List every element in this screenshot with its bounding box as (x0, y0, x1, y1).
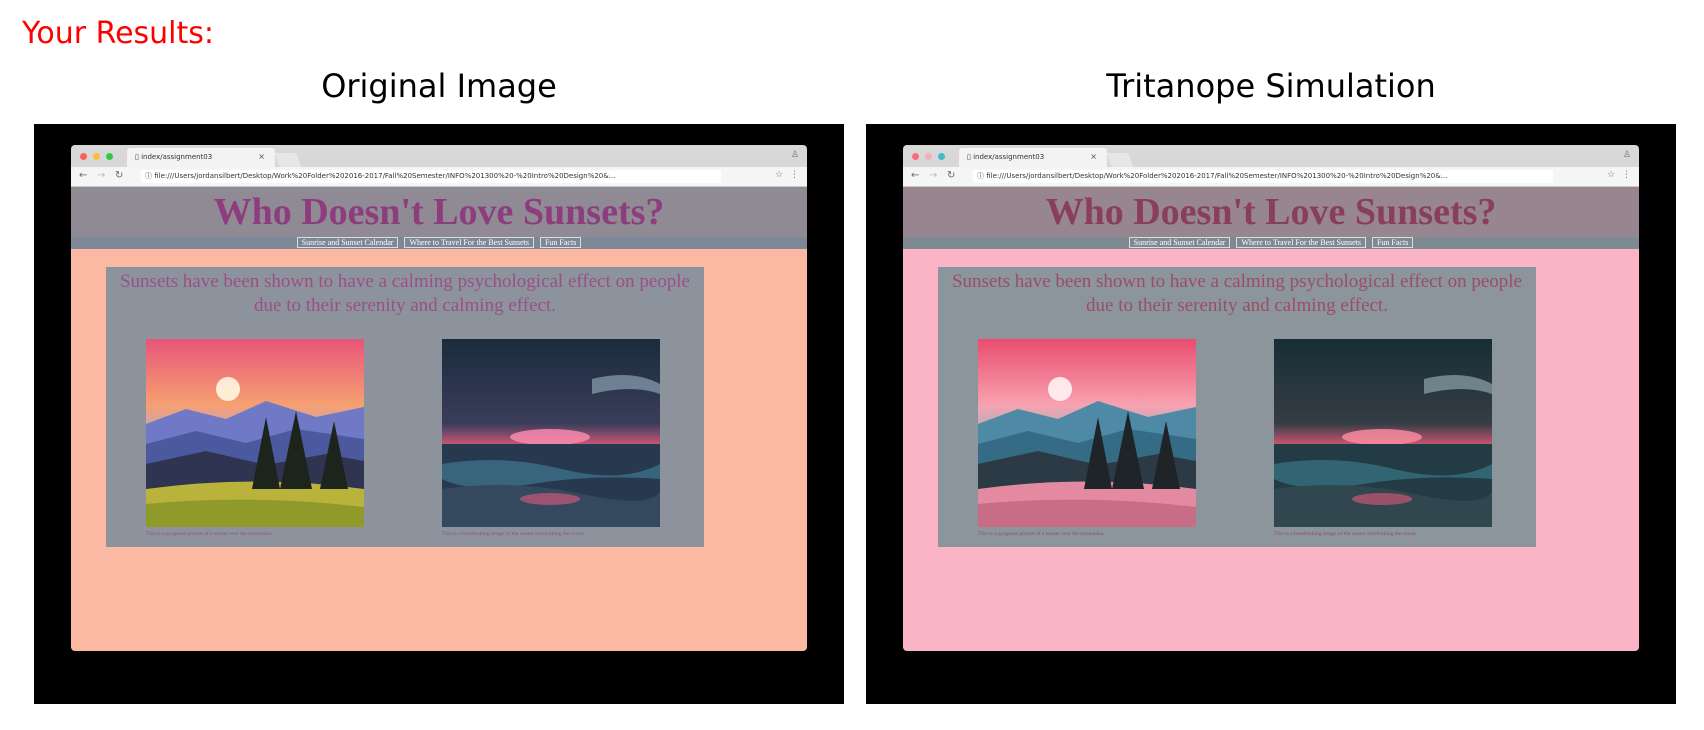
tab-strip: ▯ index/assignment03 × ♙ (71, 145, 807, 167)
original-image-panel: Original Image ▯ index/assignment03 × ♙ … (34, 64, 844, 704)
tab-strip: ▯ index/assignment03 × ♙ (903, 145, 1639, 167)
browser-tab[interactable]: ▯ index/assignment03 × (959, 148, 1107, 167)
tab-title: index/assignment03 (973, 153, 1045, 161)
page-icon: ▯ (967, 153, 974, 161)
tab-close-icon[interactable]: × (1090, 152, 1097, 161)
url-field[interactable]: ⓘ file:///Users/jordansilbert/Desktop/Wo… (973, 170, 1553, 183)
browser-window: ▯ index/assignment03 × ♙ ← → ↻ ⓘ file://… (71, 145, 807, 651)
star-icon[interactable]: ☆ (1606, 170, 1615, 180)
content-box: Sunsets have been shown to have a calmin… (938, 267, 1536, 547)
screenshot-frame: ▯ index/assignment03 × ♙ ← → ↻ ⓘ file://… (866, 124, 1676, 704)
url-text: file:///Users/jordansilbert/Desktop/Work… (154, 172, 616, 180)
page-body: Sunsets have been shown to have a calmin… (903, 249, 1639, 651)
panel-title: Original Image (321, 67, 557, 105)
ocean-caption: This is a breathtaking image of the suns… (442, 531, 586, 537)
mountain-sunset-photo (978, 339, 1196, 527)
maximize-window-icon[interactable] (106, 153, 113, 160)
back-arrow-icon[interactable]: ← (911, 170, 920, 181)
mountain-sunset-photo (146, 339, 364, 527)
intro-text: Sunsets have been shown to have a calmin… (951, 271, 1522, 316)
reload-icon[interactable]: ↻ (115, 170, 124, 181)
reload-icon[interactable]: ↻ (947, 170, 956, 181)
menu-icon[interactable]: ⋮ (790, 170, 799, 180)
minimize-window-icon[interactable] (93, 153, 100, 160)
site-title: Who Doesn't Love Sunsets? (1045, 191, 1497, 233)
ocean-caption: This is a breathtaking image of the suns… (1274, 531, 1418, 537)
mountain-caption: This is a gorgeous picture of a sunset o… (978, 531, 1105, 537)
tab-close-icon[interactable]: × (258, 152, 265, 161)
site-header: Who Doesn't Love Sunsets? (903, 187, 1639, 237)
intro-text: Sunsets have been shown to have a calmin… (119, 271, 690, 316)
minimize-window-icon[interactable] (925, 153, 932, 160)
profile-icon[interactable]: ♙ (1622, 150, 1631, 160)
ocean-sunset-photo (442, 339, 660, 527)
screenshot-frame: ▯ index/assignment03 × ♙ ← → ↻ ⓘ file://… (34, 124, 844, 704)
maximize-window-icon[interactable] (938, 153, 945, 160)
nav-link-calendar[interactable]: Sunrise and Sunset Calendar (296, 237, 399, 248)
panel-title: Tritanope Simulation (1106, 67, 1436, 105)
back-arrow-icon[interactable]: ← (79, 170, 88, 181)
url-text: file:///Users/jordansilbert/Desktop/Work… (986, 172, 1448, 180)
new-tab-button[interactable] (1106, 153, 1134, 167)
browser-tab[interactable]: ▯ index/assignment03 × (127, 148, 275, 167)
close-window-icon[interactable] (80, 153, 87, 160)
page-body: Sunsets have been shown to have a calmin… (71, 249, 807, 651)
profile-icon[interactable]: ♙ (790, 150, 799, 160)
site-header: Who Doesn't Love Sunsets? (71, 187, 807, 237)
ocean-sunset-photo (1274, 339, 1492, 527)
nav-link-fun-facts[interactable]: Fun Facts (1371, 237, 1414, 248)
nav-link-travel[interactable]: Where to Travel For the Best Sunsets (1236, 237, 1366, 248)
mountain-caption: This is a gorgeous picture of a sunset o… (146, 531, 273, 537)
new-tab-button[interactable] (274, 153, 302, 167)
menu-icon[interactable]: ⋮ (1622, 170, 1631, 180)
forward-arrow-icon[interactable]: → (929, 170, 938, 181)
star-icon[interactable]: ☆ (774, 170, 783, 180)
tab-title: index/assignment03 (141, 153, 213, 161)
browser-window: ▯ index/assignment03 × ♙ ← → ↻ ⓘ file://… (903, 145, 1639, 651)
forward-arrow-icon[interactable]: → (97, 170, 106, 181)
site-title: Who Doesn't Love Sunsets? (213, 191, 665, 233)
url-field[interactable]: ⓘ file:///Users/jordansilbert/Desktop/Wo… (141, 170, 721, 183)
site-nav: Sunrise and Sunset Calendar Where to Tra… (903, 237, 1639, 249)
nav-link-fun-facts[interactable]: Fun Facts (539, 237, 582, 248)
close-window-icon[interactable] (912, 153, 919, 160)
results-heading: Your Results: (22, 16, 215, 51)
address-bar-row: ← → ↻ ⓘ file:///Users/jordansilbert/Desk… (71, 167, 807, 187)
tritanope-simulation-panel: Tritanope Simulation ▯ index/assignment0… (866, 64, 1676, 704)
page-icon: ▯ (135, 153, 142, 161)
nav-link-calendar[interactable]: Sunrise and Sunset Calendar (1128, 237, 1231, 248)
site-nav: Sunrise and Sunset Calendar Where to Tra… (71, 237, 807, 249)
content-box: Sunsets have been shown to have a calmin… (106, 267, 704, 547)
address-bar-row: ← → ↻ ⓘ file:///Users/jordansilbert/Desk… (903, 167, 1639, 187)
nav-link-travel[interactable]: Where to Travel For the Best Sunsets (404, 237, 534, 248)
